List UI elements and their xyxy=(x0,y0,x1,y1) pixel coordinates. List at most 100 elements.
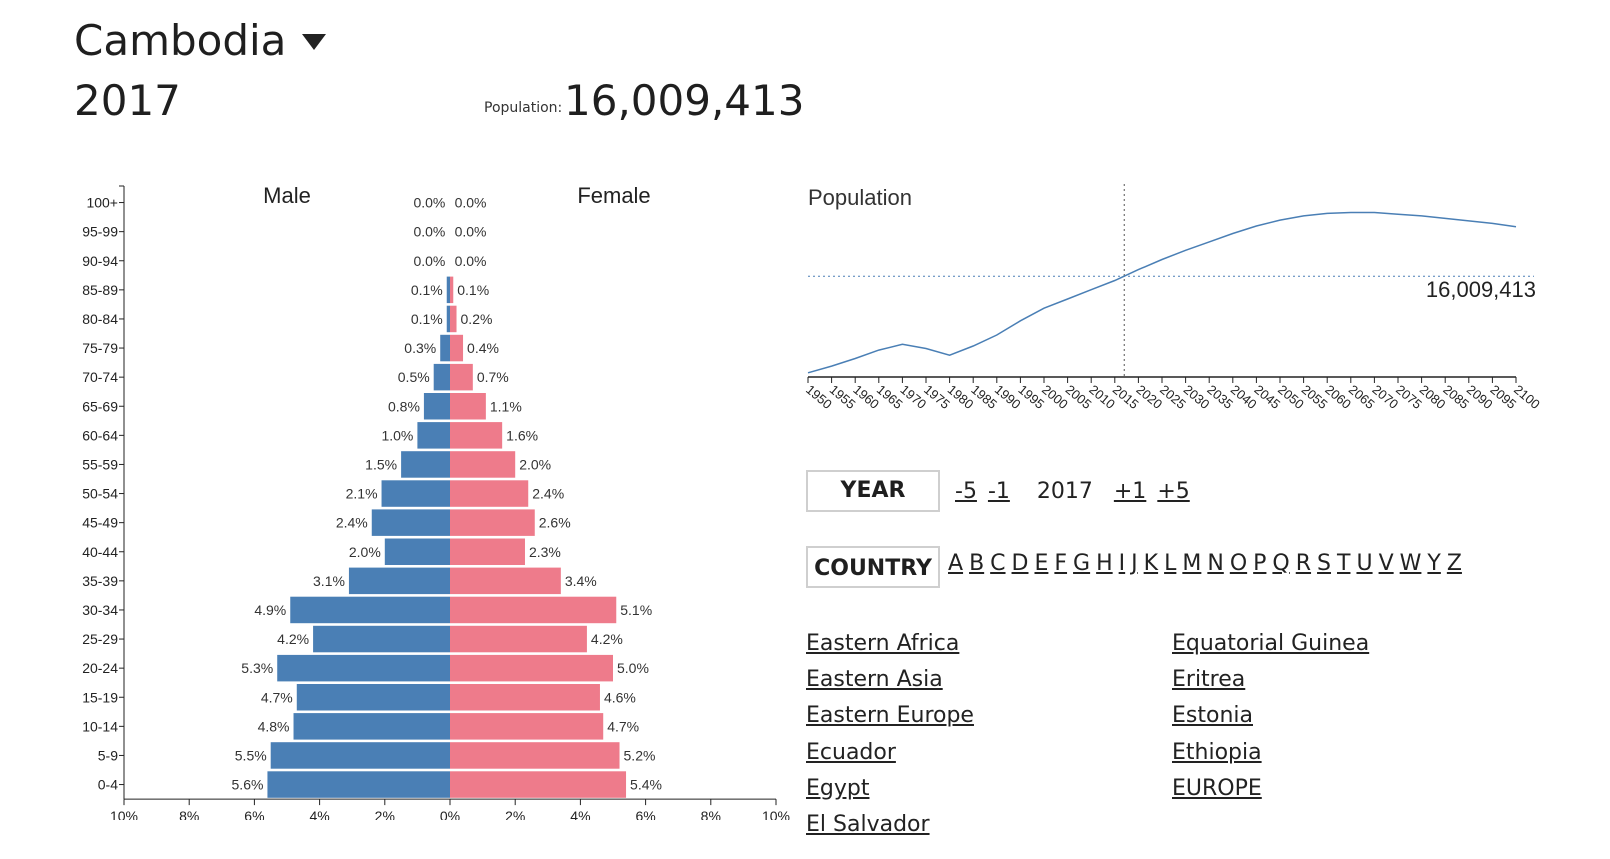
year-control-label: YEAR xyxy=(806,470,940,512)
letter-link-a[interactable]: A xyxy=(948,551,964,576)
female-value-label: 5.4% xyxy=(630,777,662,793)
x-tick-label: 4% xyxy=(309,808,329,820)
female-bar xyxy=(450,334,464,362)
letter-link-f[interactable]: F xyxy=(1054,551,1068,576)
letter-link-d[interactable]: D xyxy=(1011,551,1029,576)
letter-link-s[interactable]: S xyxy=(1317,551,1332,576)
x-tick-label: 8% xyxy=(701,808,721,820)
male-bar xyxy=(290,596,450,624)
country-link[interactable]: Eritrea xyxy=(1172,667,1246,693)
x-tick-label: 1995 xyxy=(1015,382,1047,412)
letter-link-i[interactable]: I xyxy=(1118,551,1126,576)
x-tick-label: 2090 xyxy=(1464,382,1496,412)
letter-link-b[interactable]: B xyxy=(969,551,985,576)
male-value-label: 1.5% xyxy=(365,456,397,472)
x-tick-label: 4% xyxy=(570,808,590,820)
male-value-label: 2.4% xyxy=(336,515,368,531)
country-link[interactable]: Ethiopia xyxy=(1172,739,1262,765)
x-tick-label: 1955 xyxy=(827,382,859,412)
letter-link-g[interactable]: G xyxy=(1073,551,1091,576)
letter-link-n[interactable]: N xyxy=(1207,551,1224,576)
country-link[interactable]: Ecuador xyxy=(806,739,896,765)
x-tick-label: 2100 xyxy=(1511,382,1543,412)
male-value-label: 0.0% xyxy=(413,195,445,211)
male-value-label: 5.3% xyxy=(241,660,273,676)
current-year: 2017 xyxy=(1036,479,1093,504)
letter-link-v[interactable]: V xyxy=(1378,551,1394,576)
year-plus5-link[interactable]: +5 xyxy=(1157,479,1190,504)
male-value-label: 0.1% xyxy=(411,282,443,298)
year-heading: 2017 xyxy=(74,76,181,125)
age-group-label: 100+ xyxy=(86,195,118,211)
female-value-label: 1.1% xyxy=(490,398,522,414)
female-bar xyxy=(450,625,587,653)
female-bar xyxy=(450,771,627,798)
female-bar xyxy=(450,596,617,624)
letter-link-q[interactable]: Q xyxy=(1272,551,1290,576)
female-bar xyxy=(450,422,503,449)
letter-link-h[interactable]: H xyxy=(1096,551,1113,576)
age-group-label: 50-54 xyxy=(82,486,118,502)
x-tick-label: 1975 xyxy=(921,382,953,412)
population-pyramid-chart: Male Female 0.0% 0.0% 0.0% 0.0% 0.0% 0.0% 0.1%… xyxy=(82,183,790,820)
country-link[interactable]: El Salvador xyxy=(806,812,930,838)
letter-link-m[interactable]: M xyxy=(1182,551,1202,576)
age-group-label: 30-34 xyxy=(82,602,118,618)
x-tick-label: 6% xyxy=(635,808,655,820)
letter-link-l[interactable]: L xyxy=(1164,551,1177,576)
letter-link-k[interactable]: K xyxy=(1143,551,1159,576)
letter-link-p[interactable]: P xyxy=(1253,551,1267,576)
letter-link-y[interactable]: Y xyxy=(1427,551,1441,576)
female-bar xyxy=(450,538,525,565)
male-bar xyxy=(267,771,450,798)
letter-link-t[interactable]: T xyxy=(1337,551,1351,576)
female-bar xyxy=(450,684,600,711)
year-plus1-link[interactable]: +1 xyxy=(1113,479,1147,504)
caret-down-icon[interactable] xyxy=(302,33,327,50)
country-list-column-2: Equatorial Guinea Eritrea Estonia Ethiopia E… xyxy=(1172,626,1369,807)
male-value-label: 1.0% xyxy=(381,427,413,443)
male-bar xyxy=(371,509,450,536)
x-tick-label: 6% xyxy=(244,808,264,820)
male-bar xyxy=(270,742,450,769)
year-minus1-link[interactable]: -1 xyxy=(987,479,1010,504)
age-group-label: 40-44 xyxy=(82,544,118,560)
male-value-label: 4.8% xyxy=(258,718,290,734)
x-tick-label: 2085 xyxy=(1440,382,1472,412)
country-link[interactable]: Estonia xyxy=(1172,703,1253,729)
age-group-label: 55-59 xyxy=(82,456,118,472)
x-tick-label: 2045 xyxy=(1251,382,1283,412)
country-link[interactable]: Equatorial Guinea xyxy=(1172,631,1370,656)
age-group-label: 85-89 xyxy=(82,282,118,298)
x-tick-label: 2035 xyxy=(1204,382,1236,412)
female-value-label: 2.4% xyxy=(532,486,564,502)
letter-link-c[interactable]: C xyxy=(990,551,1006,576)
country-link[interactable]: Eastern Africa xyxy=(806,631,960,656)
female-bar xyxy=(450,276,454,304)
country-link[interactable]: Eastern Asia xyxy=(806,667,943,693)
female-value-label: 0.0% xyxy=(455,253,487,269)
age-group-label: 10-14 xyxy=(82,718,118,734)
population-label: Population: xyxy=(484,100,563,116)
x-tick-label: 0% xyxy=(440,808,460,820)
country-link[interactable]: EUROPE xyxy=(1172,775,1262,801)
x-tick-label: 10% xyxy=(110,808,138,820)
letter-link-z[interactable]: Z xyxy=(1446,551,1462,576)
letter-link-w[interactable]: W xyxy=(1399,551,1422,576)
male-value-label: 2.0% xyxy=(349,544,381,560)
letter-link-o[interactable]: O xyxy=(1229,551,1248,576)
age-group-label: 45-49 xyxy=(82,515,118,531)
male-bar xyxy=(384,538,450,565)
female-value-label: 0.0% xyxy=(455,224,487,240)
x-tick-label: 2055 xyxy=(1299,382,1331,412)
letter-link-r[interactable]: R xyxy=(1295,551,1312,576)
country-selector[interactable]: Cambodia xyxy=(74,14,327,68)
x-tick-label: 2015 xyxy=(1110,382,1142,412)
letter-link-e[interactable]: E xyxy=(1034,551,1049,576)
country-link[interactable]: Egypt xyxy=(806,775,870,801)
female-value-label: 3.4% xyxy=(565,573,597,589)
letter-link-u[interactable]: U xyxy=(1356,551,1373,576)
letter-link-j[interactable]: J xyxy=(1131,551,1138,576)
year-minus5-link[interactable]: -5 xyxy=(955,479,977,504)
country-link[interactable]: Eastern Europe xyxy=(806,703,974,729)
